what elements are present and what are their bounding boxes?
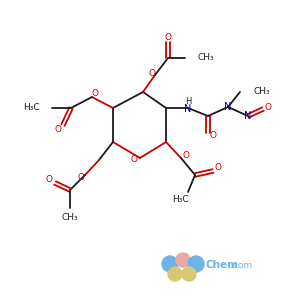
Text: O: O <box>209 131 217 140</box>
Text: .com: .com <box>230 260 252 269</box>
Circle shape <box>168 267 182 281</box>
Text: O: O <box>77 172 85 182</box>
Text: O: O <box>182 152 190 160</box>
Text: O: O <box>46 175 52 184</box>
Circle shape <box>188 256 204 272</box>
Text: O: O <box>214 164 221 172</box>
Text: O: O <box>55 124 62 134</box>
Text: N: N <box>184 104 192 114</box>
Text: CH₃: CH₃ <box>253 86 270 95</box>
Text: CH₃: CH₃ <box>197 53 214 62</box>
Text: H₃C: H₃C <box>172 196 188 205</box>
Text: O: O <box>164 32 172 41</box>
Text: O: O <box>148 68 155 77</box>
Circle shape <box>182 267 196 281</box>
Text: H: H <box>185 98 191 106</box>
Text: N: N <box>224 102 232 112</box>
Circle shape <box>176 253 190 267</box>
Text: H₃C: H₃C <box>23 103 40 112</box>
Text: CH₃: CH₃ <box>62 212 78 221</box>
Text: O: O <box>265 103 272 112</box>
Text: O: O <box>130 154 137 164</box>
Text: N: N <box>244 111 252 121</box>
Text: Chem: Chem <box>206 260 239 270</box>
Circle shape <box>162 256 178 272</box>
Text: O: O <box>92 88 98 98</box>
